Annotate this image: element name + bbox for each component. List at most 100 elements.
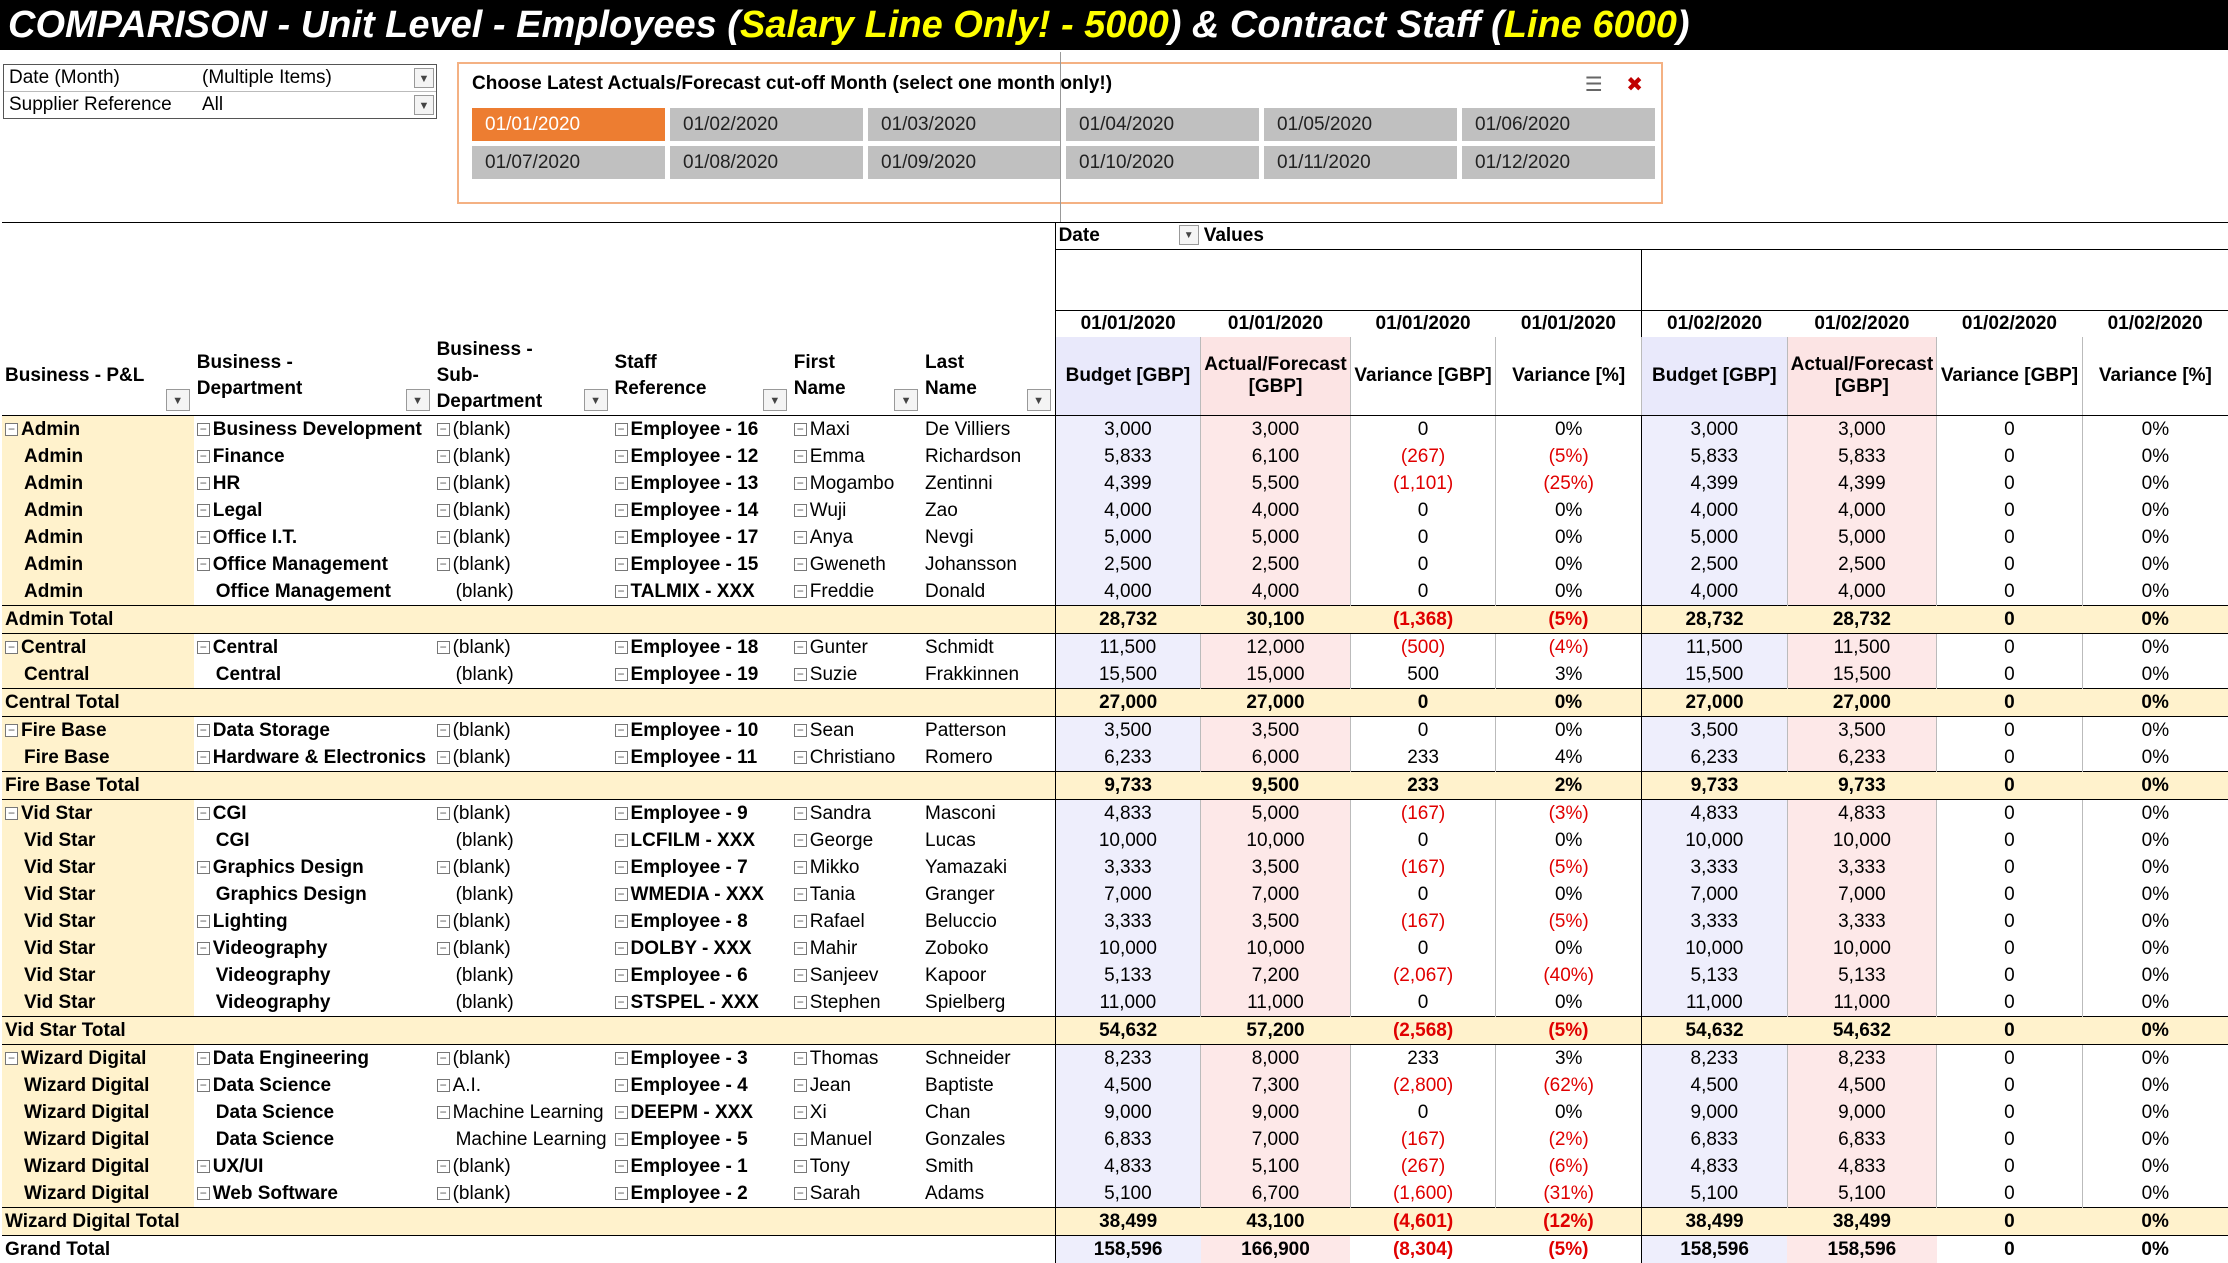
collapse-toggle-icon[interactable]: − xyxy=(794,915,807,928)
collapse-toggle-icon[interactable]: − xyxy=(437,724,450,737)
collapse-toggle-icon[interactable]: − xyxy=(5,1052,18,1065)
collapse-toggle-icon[interactable]: − xyxy=(437,1106,450,1119)
date-field-header[interactable]: Date▼ xyxy=(1055,223,1201,250)
collapse-toggle-icon[interactable]: − xyxy=(437,1052,450,1065)
slicer-item[interactable]: 01/09/2020 xyxy=(868,146,1061,179)
collapse-toggle-icon[interactable]: − xyxy=(5,423,18,436)
slicer-item[interactable]: 01/01/2020 xyxy=(472,108,665,141)
row-field-header[interactable]: Staff Reference▼ xyxy=(612,337,791,416)
collapse-toggle-icon[interactable]: − xyxy=(437,1079,450,1092)
collapse-toggle-icon[interactable]: − xyxy=(615,807,628,820)
collapse-toggle-icon[interactable]: − xyxy=(615,668,628,681)
collapse-toggle-icon[interactable]: − xyxy=(615,1052,628,1065)
row-field-header[interactable]: Business - Department▼ xyxy=(194,337,434,416)
dropdown-arrow-icon[interactable]: ▼ xyxy=(414,95,434,115)
dropdown-arrow-icon[interactable]: ▼ xyxy=(406,389,430,411)
slicer-item[interactable]: 01/12/2020 xyxy=(1462,146,1655,179)
collapse-toggle-icon[interactable]: − xyxy=(794,641,807,654)
collapse-toggle-icon[interactable]: − xyxy=(437,807,450,820)
row-field-header[interactable]: Business - P&L▼ xyxy=(2,337,194,416)
collapse-toggle-icon[interactable]: − xyxy=(437,942,450,955)
collapse-toggle-icon[interactable]: − xyxy=(794,1133,807,1146)
slicer-item[interactable]: 01/03/2020 xyxy=(868,108,1061,141)
collapse-toggle-icon[interactable]: − xyxy=(615,861,628,874)
collapse-toggle-icon[interactable]: − xyxy=(794,531,807,544)
collapse-toggle-icon[interactable]: − xyxy=(615,585,628,598)
collapse-toggle-icon[interactable]: − xyxy=(794,996,807,1009)
collapse-toggle-icon[interactable]: − xyxy=(197,807,210,820)
collapse-toggle-icon[interactable]: − xyxy=(794,585,807,598)
row-field-header[interactable]: Business - Sub-Department▼ xyxy=(434,337,612,416)
collapse-toggle-icon[interactable]: − xyxy=(437,423,450,436)
collapse-toggle-icon[interactable]: − xyxy=(437,1160,450,1173)
collapse-toggle-icon[interactable]: − xyxy=(615,1079,628,1092)
collapse-toggle-icon[interactable]: − xyxy=(794,1160,807,1173)
collapse-toggle-icon[interactable]: − xyxy=(794,888,807,901)
collapse-toggle-icon[interactable]: − xyxy=(615,477,628,490)
collapse-toggle-icon[interactable]: − xyxy=(437,531,450,544)
dropdown-arrow-icon[interactable]: ▼ xyxy=(894,389,918,411)
collapse-toggle-icon[interactable]: − xyxy=(615,450,628,463)
collapse-toggle-icon[interactable]: − xyxy=(197,450,210,463)
slicer-item[interactable]: 01/08/2020 xyxy=(670,146,863,179)
collapse-toggle-icon[interactable]: − xyxy=(197,531,210,544)
collapse-toggle-icon[interactable]: − xyxy=(197,477,210,490)
dropdown-arrow-icon[interactable]: ▼ xyxy=(763,389,787,411)
collapse-toggle-icon[interactable]: − xyxy=(794,969,807,982)
collapse-toggle-icon[interactable]: − xyxy=(794,724,807,737)
collapse-toggle-icon[interactable]: − xyxy=(437,504,450,517)
collapse-toggle-icon[interactable]: − xyxy=(197,861,210,874)
collapse-toggle-icon[interactable]: − xyxy=(437,477,450,490)
collapse-toggle-icon[interactable]: − xyxy=(197,504,210,517)
row-field-header[interactable]: First Name▼ xyxy=(791,337,922,416)
collapse-toggle-icon[interactable]: − xyxy=(794,558,807,571)
collapse-toggle-icon[interactable]: − xyxy=(794,477,807,490)
collapse-toggle-icon[interactable]: − xyxy=(197,558,210,571)
collapse-toggle-icon[interactable]: − xyxy=(794,834,807,847)
collapse-toggle-icon[interactable]: − xyxy=(794,423,807,436)
collapse-toggle-icon[interactable]: − xyxy=(794,861,807,874)
filter-active-icon[interactable]: ▼ xyxy=(414,68,434,88)
collapse-toggle-icon[interactable]: − xyxy=(794,504,807,517)
collapse-toggle-icon[interactable]: − xyxy=(794,1079,807,1092)
collapse-toggle-icon[interactable]: − xyxy=(794,1052,807,1065)
collapse-toggle-icon[interactable]: − xyxy=(197,751,210,764)
collapse-toggle-icon[interactable]: − xyxy=(197,1160,210,1173)
collapse-toggle-icon[interactable]: − xyxy=(615,888,628,901)
dropdown-arrow-icon[interactable]: ▼ xyxy=(584,389,608,411)
collapse-toggle-icon[interactable]: − xyxy=(615,996,628,1009)
collapse-toggle-icon[interactable]: − xyxy=(615,751,628,764)
collapse-toggle-icon[interactable]: − xyxy=(437,450,450,463)
collapse-toggle-icon[interactable]: − xyxy=(437,861,450,874)
collapse-toggle-icon[interactable]: − xyxy=(197,915,210,928)
collapse-toggle-icon[interactable]: − xyxy=(615,1133,628,1146)
collapse-toggle-icon[interactable]: − xyxy=(615,942,628,955)
slicer-item[interactable]: 01/10/2020 xyxy=(1066,146,1259,179)
collapse-toggle-icon[interactable]: − xyxy=(197,942,210,955)
collapse-toggle-icon[interactable]: − xyxy=(794,807,807,820)
dropdown-arrow-icon[interactable]: ▼ xyxy=(1179,225,1199,245)
collapse-toggle-icon[interactable]: − xyxy=(615,531,628,544)
dropdown-arrow-icon[interactable]: ▼ xyxy=(166,389,190,411)
collapse-toggle-icon[interactable]: − xyxy=(794,668,807,681)
collapse-toggle-icon[interactable]: − xyxy=(197,641,210,654)
clear-filter-icon[interactable]: ✖ xyxy=(1626,74,1643,96)
dropdown-arrow-icon[interactable]: ▼ xyxy=(1027,389,1051,411)
collapse-toggle-icon[interactable]: − xyxy=(794,751,807,764)
collapse-toggle-icon[interactable]: − xyxy=(615,558,628,571)
collapse-toggle-icon[interactable]: − xyxy=(437,641,450,654)
collapse-toggle-icon[interactable]: − xyxy=(615,504,628,517)
collapse-toggle-icon[interactable]: − xyxy=(615,969,628,982)
collapse-toggle-icon[interactable]: − xyxy=(437,915,450,928)
collapse-toggle-icon[interactable]: − xyxy=(197,1052,210,1065)
collapse-toggle-icon[interactable]: − xyxy=(615,1160,628,1173)
multi-select-icon[interactable]: ☰ xyxy=(1585,74,1603,96)
collapse-toggle-icon[interactable]: − xyxy=(5,724,18,737)
collapse-toggle-icon[interactable]: − xyxy=(197,724,210,737)
slicer-item[interactable]: 01/06/2020 xyxy=(1462,108,1655,141)
collapse-toggle-icon[interactable]: − xyxy=(794,1187,807,1200)
row-field-header[interactable]: Last Name▼ xyxy=(922,337,1055,416)
collapse-toggle-icon[interactable]: − xyxy=(794,1106,807,1119)
collapse-toggle-icon[interactable]: − xyxy=(794,450,807,463)
collapse-toggle-icon[interactable]: − xyxy=(437,1187,450,1200)
